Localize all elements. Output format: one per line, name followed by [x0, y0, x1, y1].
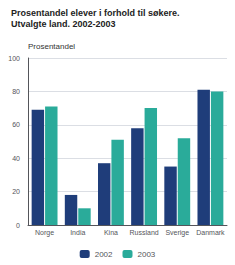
svg-text:India: India [70, 229, 85, 236]
svg-text:100: 100 [8, 55, 20, 62]
svg-text:80: 80 [12, 88, 20, 95]
svg-text:20: 20 [12, 188, 20, 195]
svg-text:Kina: Kina [104, 229, 118, 236]
svg-text:40: 40 [12, 155, 20, 162]
svg-text:Norge: Norge [35, 229, 54, 237]
svg-text:Utvalgte land. 2002-2003: Utvalgte land. 2002-2003 [11, 19, 116, 29]
svg-text:2003: 2003 [138, 250, 156, 259]
svg-text:Sverige: Sverige [165, 229, 189, 237]
svg-text:2002: 2002 [95, 250, 113, 259]
svg-text:Russland: Russland [129, 229, 158, 236]
svg-text:Danmark: Danmark [196, 229, 225, 236]
svg-text:Prosentandel elever i forhold: Prosentandel elever i forhold til søkere… [11, 8, 180, 18]
svg-text:Prosentandel: Prosentandel [28, 42, 75, 51]
svg-text:0: 0 [16, 222, 20, 229]
svg-text:60: 60 [12, 121, 20, 128]
